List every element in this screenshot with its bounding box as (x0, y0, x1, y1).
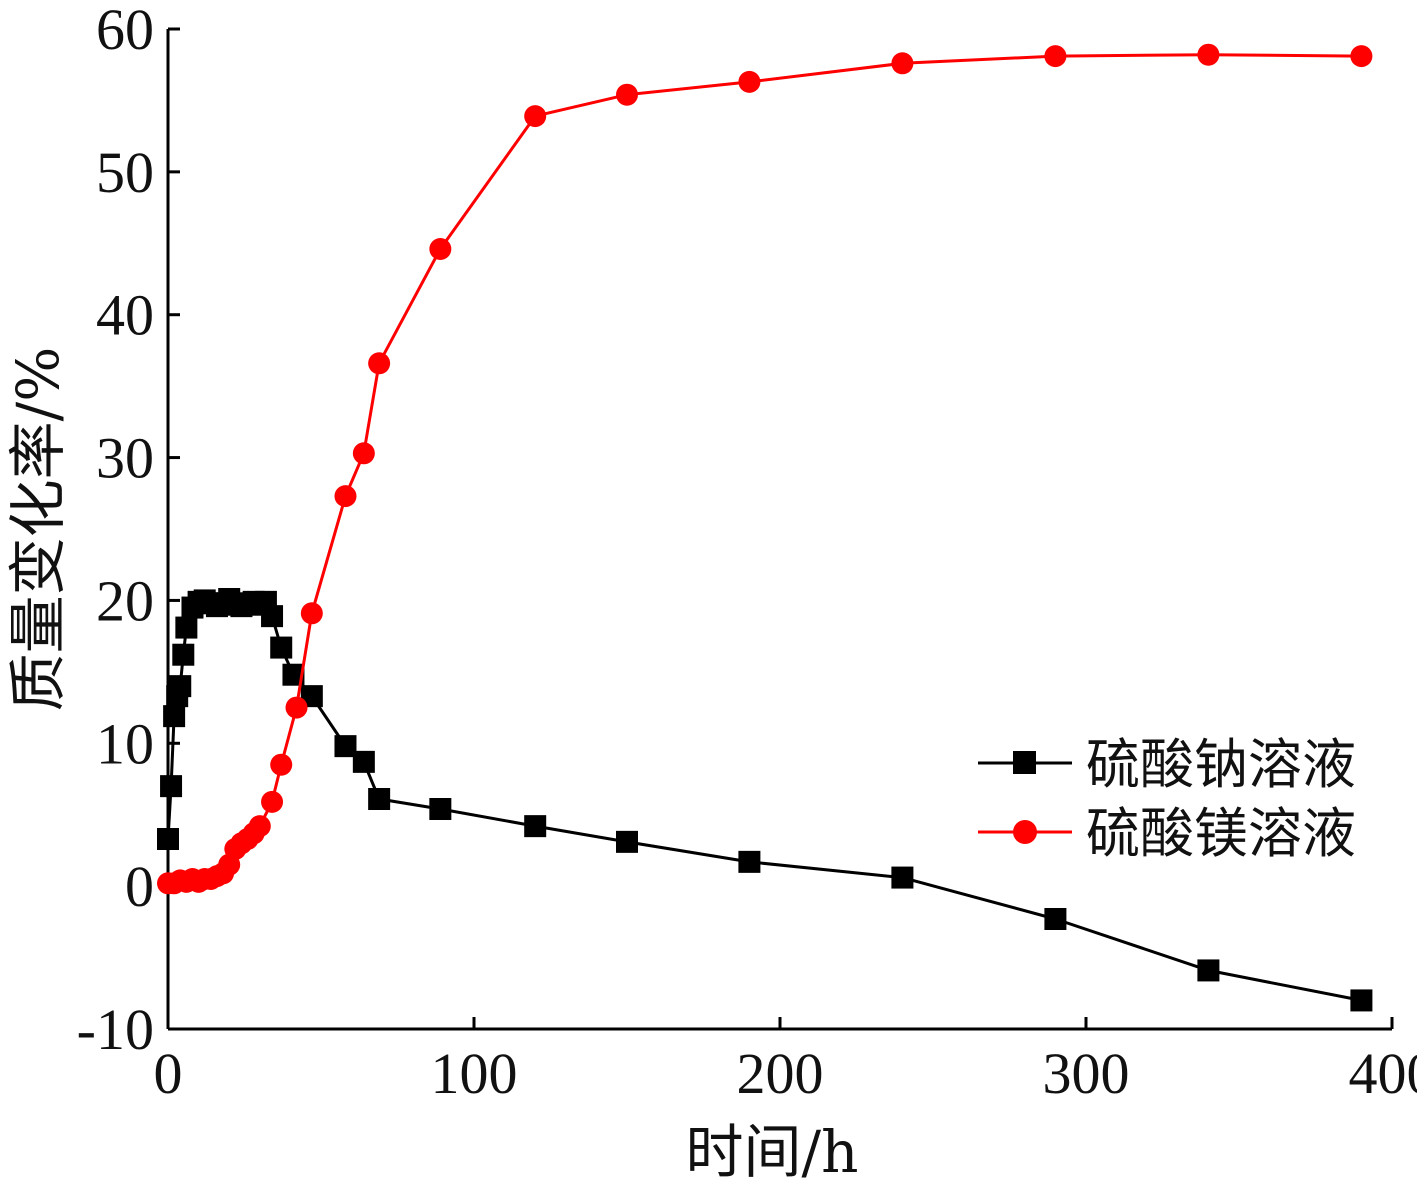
x-tick-label-3: 300 (1043, 1041, 1130, 1106)
series-2-point-28 (1044, 45, 1067, 68)
legend-marker-series-1 (1013, 751, 1036, 774)
y-tick-label-2: 10 (96, 711, 154, 776)
series-1-point-34 (1350, 989, 1373, 1012)
series-1-point-25 (352, 750, 375, 773)
x-axis-title: 时间/h (686, 1118, 859, 1181)
series-1-point-6 (175, 616, 198, 639)
series-1-point-30 (738, 850, 761, 873)
x-tick-label-0: 0 (154, 1041, 183, 1106)
legend-marker-series-2 (1013, 820, 1037, 844)
series-2-point-17 (270, 753, 293, 776)
series-1-line (166, 597, 1362, 1002)
series-2-point-24 (524, 105, 547, 128)
y-tick-label-1: 0 (125, 854, 154, 919)
series-2-point-20 (334, 485, 357, 508)
series-2-point-27 (891, 52, 914, 75)
series-2-point-22 (368, 352, 391, 375)
series-2-point-16 (261, 790, 284, 813)
legend-label-series-2: 硫酸镁溶液 (1086, 802, 1356, 865)
y-tick-label-5: 40 (96, 283, 154, 348)
series-2-point-25 (616, 83, 638, 106)
series-layer (157, 43, 1373, 1012)
series-1-point-0 (157, 828, 179, 850)
series-2-point-26 (738, 70, 761, 93)
y-ticks: -10 0 10 20 30 40 50 60 (77, 0, 180, 1062)
series-1-point-31 (891, 866, 914, 889)
x-tick-label-1: 100 (431, 1041, 518, 1106)
series-2-point-29 (1197, 43, 1220, 66)
series-1-point-23 (300, 685, 323, 708)
y-tick-label-7: 60 (96, 0, 154, 62)
series-1-point-28 (524, 815, 547, 838)
y-axis-title: 质量变化率/% (4, 347, 72, 712)
x-tick-label-4: 400 (1349, 1041, 1417, 1106)
series-2-point-30 (1350, 45, 1373, 68)
x-tick-label-2: 200 (737, 1041, 824, 1106)
y-tick-label-0: -10 (77, 997, 154, 1062)
series-1-point-22 (282, 663, 305, 686)
series-1-point-26 (368, 788, 391, 810)
series-2-point-19 (300, 602, 323, 625)
series-1-point-33 (1197, 959, 1220, 982)
series-2-point-15 (248, 815, 271, 838)
series-1-point-1 (160, 775, 183, 798)
series-1-point-24 (334, 735, 357, 758)
legend-label-series-1: 硫酸钠溶液 (1086, 733, 1356, 796)
y-tick-label-4: 30 (96, 426, 154, 491)
series-1-point-27 (429, 798, 452, 820)
x-ticks: 0 100 200 300 400 (154, 1017, 1417, 1106)
series-1-point-4 (169, 675, 192, 698)
series-1-point-20 (261, 605, 284, 628)
series-1-point-5 (172, 643, 195, 666)
y-tick-label-6: 50 (96, 140, 154, 205)
series-1-point-29 (616, 830, 638, 853)
series-2-point-18 (285, 696, 308, 719)
y-tick-label-3: 20 (96, 568, 154, 633)
series-2-point-23 (429, 238, 452, 260)
axes (166, 29, 1392, 1031)
series-1-point-21 (270, 636, 293, 659)
series-1-point-32 (1044, 908, 1067, 930)
series-1-point-2 (163, 705, 186, 728)
series-2-point-21 (352, 442, 375, 465)
legend: 硫酸钠溶液 硫酸镁溶液 (978, 733, 1356, 865)
